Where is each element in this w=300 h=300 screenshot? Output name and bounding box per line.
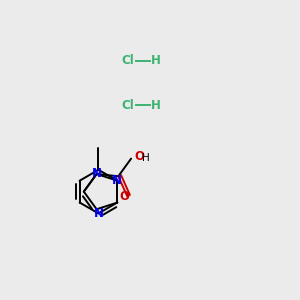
Text: H: H <box>142 153 150 163</box>
Text: N: N <box>94 207 103 220</box>
Text: N: N <box>92 167 102 181</box>
Text: O: O <box>119 190 129 203</box>
Text: Cl: Cl <box>122 99 135 112</box>
Text: O: O <box>134 150 144 163</box>
Text: H: H <box>151 99 161 112</box>
Text: H: H <box>151 54 161 67</box>
Text: N: N <box>112 174 122 187</box>
Text: Cl: Cl <box>122 54 135 67</box>
